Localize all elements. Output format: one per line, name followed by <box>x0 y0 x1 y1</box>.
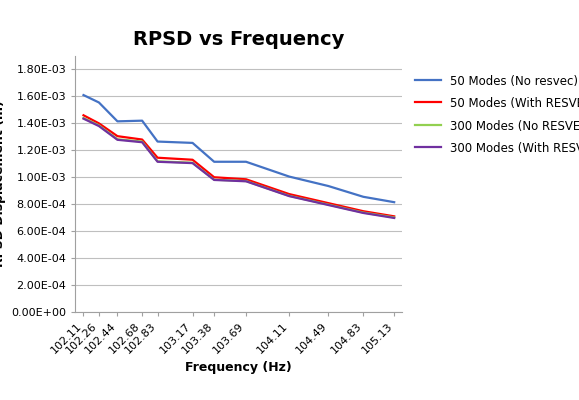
300 Modes (With RESVEC) <box>154 159 161 164</box>
50 Modes (No resvec) <box>154 139 161 144</box>
50 Modes (No resvec) <box>286 174 293 179</box>
50 Modes (With RESVEC) <box>360 209 367 214</box>
50 Modes (With RESVEC) <box>154 155 161 160</box>
50 Modes (No resvec) <box>325 184 332 188</box>
Line: 300 Modes (No RESVEC): 300 Modes (No RESVEC) <box>83 118 394 218</box>
300 Modes (With RESVEC) <box>189 161 196 166</box>
50 Modes (With RESVEC) <box>96 121 102 126</box>
300 Modes (No RESVEC) <box>96 123 102 128</box>
50 Modes (No resvec) <box>80 93 87 98</box>
Line: 50 Modes (With RESVEC): 50 Modes (With RESVEC) <box>83 115 394 216</box>
300 Modes (No RESVEC) <box>80 116 87 120</box>
300 Modes (No RESVEC) <box>325 202 332 207</box>
50 Modes (With RESVEC) <box>211 175 218 180</box>
50 Modes (No resvec) <box>360 194 367 199</box>
50 Modes (No resvec) <box>211 159 218 164</box>
50 Modes (No resvec) <box>189 140 196 145</box>
50 Modes (With RESVEC) <box>80 113 87 118</box>
Y-axis label: RPSD Displacement (m): RPSD Displacement (m) <box>0 100 6 268</box>
Line: 50 Modes (No resvec): 50 Modes (No resvec) <box>83 95 394 202</box>
50 Modes (No resvec) <box>138 118 145 123</box>
300 Modes (With RESVEC) <box>138 140 145 145</box>
50 Modes (No resvec) <box>243 159 250 164</box>
300 Modes (With RESVEC) <box>114 138 121 142</box>
300 Modes (No RESVEC) <box>243 179 250 184</box>
300 Modes (No RESVEC) <box>114 137 121 142</box>
50 Modes (No resvec) <box>114 119 121 124</box>
300 Modes (No RESVEC) <box>360 210 367 215</box>
X-axis label: Frequency (Hz): Frequency (Hz) <box>185 361 292 374</box>
300 Modes (With RESVEC) <box>96 124 102 128</box>
50 Modes (With RESVEC) <box>114 134 121 138</box>
50 Modes (No resvec) <box>96 100 102 105</box>
50 Modes (With RESVEC) <box>138 137 145 142</box>
50 Modes (With RESVEC) <box>286 192 293 196</box>
50 Modes (With RESVEC) <box>189 157 196 162</box>
Title: RPSD vs Frequency: RPSD vs Frequency <box>133 30 345 49</box>
300 Modes (No RESVEC) <box>138 139 145 144</box>
300 Modes (No RESVEC) <box>189 160 196 165</box>
300 Modes (With RESVEC) <box>243 179 250 184</box>
50 Modes (No resvec) <box>391 200 398 204</box>
300 Modes (With RESVEC) <box>80 116 87 121</box>
300 Modes (No RESVEC) <box>211 177 218 182</box>
300 Modes (With RESVEC) <box>211 178 218 182</box>
300 Modes (With RESVEC) <box>360 210 367 215</box>
50 Modes (With RESVEC) <box>391 214 398 219</box>
50 Modes (With RESVEC) <box>243 177 250 182</box>
300 Modes (With RESVEC) <box>325 203 332 208</box>
Legend: 50 Modes (No resvec), 50 Modes (With RESVEC), 300 Modes (No RESVEC), 300 Modes (: 50 Modes (No resvec), 50 Modes (With RES… <box>415 75 579 155</box>
300 Modes (With RESVEC) <box>391 216 398 220</box>
300 Modes (No RESVEC) <box>154 159 161 164</box>
Line: 300 Modes (With RESVEC): 300 Modes (With RESVEC) <box>83 119 394 218</box>
300 Modes (No RESVEC) <box>286 194 293 198</box>
300 Modes (With RESVEC) <box>286 194 293 198</box>
50 Modes (With RESVEC) <box>325 201 332 206</box>
300 Modes (No RESVEC) <box>391 215 398 220</box>
